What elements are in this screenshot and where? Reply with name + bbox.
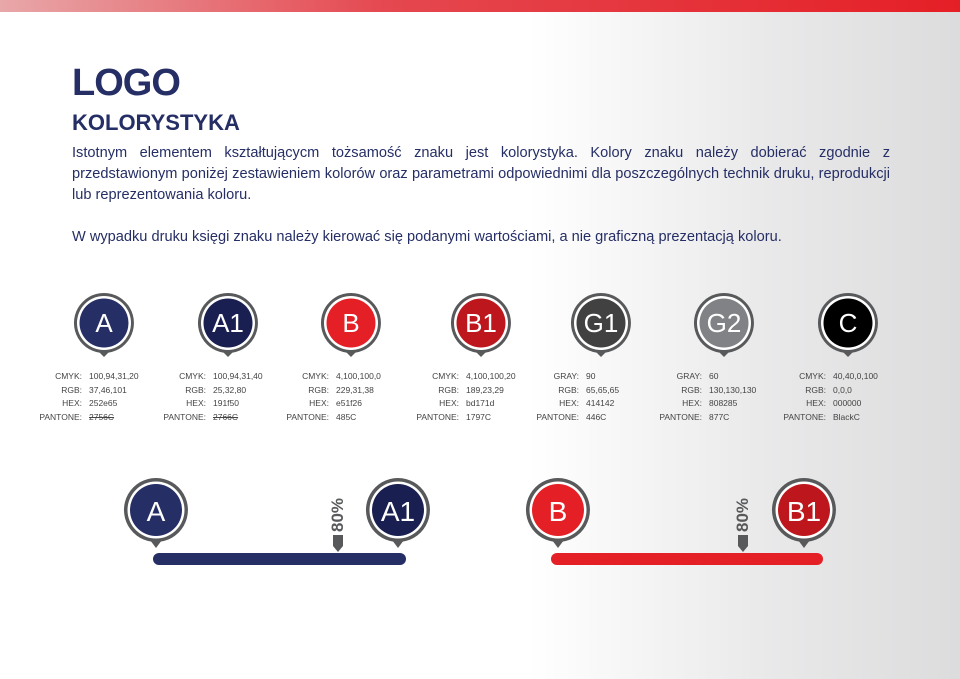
page-subtitle: KOLORYSTYKA	[72, 110, 240, 135]
pin-a1: A1	[365, 478, 430, 548]
swatch-b1: B1 CMYK: 4,100,100,20 RGB: 189,23,29 HEX: b…	[413, 292, 553, 432]
swatch-b: B CMYK: 4,100,100,0 RGB: 229,31,38 HEX: e51…	[283, 292, 423, 432]
swatch-code: B1	[465, 308, 497, 338]
color-pin-icon: A	[73, 293, 134, 357]
swatch-code: A	[95, 308, 113, 338]
color-specs: GRAY: 60 RGB: 130,130,130 HEX: 808285 PANTO…	[659, 371, 757, 422]
swatch-code: B	[342, 308, 359, 338]
color-pin-icon: B	[320, 293, 381, 357]
swatch-code: C	[839, 308, 858, 338]
swatch-a: A CMYK: 100,94,31,20 RGB: 37,46,101 HEX: 25…	[36, 292, 176, 432]
pin-b1-label: B1	[787, 496, 821, 527]
color-pin-icon: G2	[693, 293, 754, 357]
pin-a-fill	[130, 484, 182, 536]
swatch-code: G2	[707, 308, 742, 338]
swatch-c: C CMYK: 40,40,0,100 RGB: 0,0,0 HEX: 000000 …	[780, 292, 920, 432]
page-title: LOGO	[72, 62, 181, 104]
color-specs: CMYK: 40,40,0,100 RGB: 0,0,0 HEX: 000000 PA…	[783, 371, 878, 422]
navy-gradient-bar	[153, 553, 406, 565]
swatch-g1: G1 GRAY: 90 RGB: 65,65,65 HEX: 414142 PANTO…	[533, 292, 673, 432]
top-accent-bar	[0, 0, 960, 12]
color-pin-icon: C	[817, 293, 878, 357]
swatch-a1: A1 CMYK: 100,94,31,40 RGB: 25,32,80 HEX: 19…	[160, 292, 300, 432]
intro-paragraph: Istotnym elementem kształtującycm tożsam…	[72, 145, 890, 203]
percent-label: 80%	[328, 498, 347, 532]
color-specs: CMYK: 4,100,100,20 RGB: 189,23,29 HEX: bd17…	[416, 371, 516, 422]
pin-a: A	[123, 478, 188, 548]
color-specs: CMYK: 100,94,31,40 RGB: 25,32,80 HEX: 191f5…	[163, 371, 263, 422]
percent-label: 80%	[733, 498, 752, 532]
pin-a1-fill	[372, 484, 424, 536]
color-gradient-diagram: A 80% A1 B 80% B1	[123, 478, 836, 565]
color-specs: CMYK: 4,100,100,0 RGB: 229,31,38 HEX: e51f2…	[286, 371, 381, 422]
print-note-paragraph: W wypadku druku księgi znaku należy kier…	[72, 229, 782, 245]
color-pin-icon: A1	[197, 293, 258, 357]
color-pin-icon: B1	[450, 293, 511, 357]
color-specs: GRAY: 90 RGB: 65,65,65 HEX: 414142 PANTONE:…	[536, 371, 620, 422]
pin-b: B	[525, 478, 590, 548]
pin-b-label: B	[549, 496, 568, 527]
pin-b1-fill	[778, 484, 830, 536]
color-pin-icon: G1	[570, 293, 631, 357]
red-gradient-bar	[551, 553, 823, 565]
pin-b1: B1	[771, 478, 836, 548]
swatch-g2: G2 GRAY: 60 RGB: 130,130,130 HEX: 808285 PA…	[656, 292, 796, 432]
swatch-code: G1	[584, 308, 619, 338]
pin-b-fill	[532, 484, 584, 536]
pin-a1-label: A1	[381, 496, 415, 527]
marker-80-navy: 80%	[328, 498, 347, 552]
color-specs: CMYK: 100,94,31,20 RGB: 37,46,101 HEX: 252e…	[39, 371, 139, 422]
pin-a-label: A	[147, 496, 166, 527]
marker-80-red: 80%	[733, 498, 752, 552]
swatch-code: A1	[212, 308, 244, 338]
